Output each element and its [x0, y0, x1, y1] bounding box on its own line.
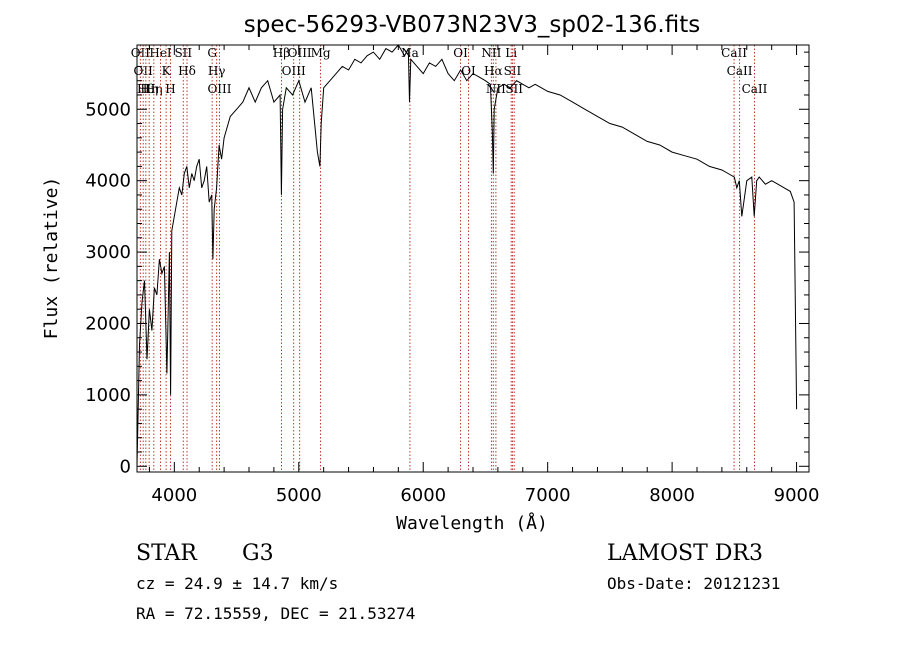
- line-marker-label: Hα: [484, 64, 503, 78]
- line-markers: OIIOIIHθHηHηHeIKHSIIHδGHγOIIIHβOIIIOIIIM…: [131, 45, 768, 472]
- line-marker-label: SII: [504, 64, 522, 78]
- x-tick-label: 4000: [151, 485, 197, 506]
- y-tick-label: 5000: [85, 99, 131, 120]
- x-tick-label: 6000: [400, 485, 446, 506]
- line-marker-label: OI: [453, 46, 468, 60]
- line-marker-label: NII: [486, 82, 506, 96]
- x-axis-ticks: 4000 5000 6000 7000 8000 9000: [148, 45, 820, 506]
- x-tick-label: 7000: [525, 485, 571, 506]
- line-marker-label: Hη: [145, 82, 163, 96]
- line-marker-label: Li: [505, 46, 517, 60]
- line-marker-label: Hδ: [178, 64, 196, 78]
- observation-date: Obs-Date: 20121231: [607, 574, 780, 593]
- y-axis-label: Flux (relative): [41, 177, 62, 340]
- line-marker-label: SII: [505, 82, 523, 96]
- line-marker-label: CaII: [742, 82, 768, 96]
- line-marker-label: Hθ: [137, 82, 155, 96]
- line-marker-label: SII: [174, 46, 192, 60]
- line-marker-label: CaII: [721, 46, 747, 60]
- y-tick-label: 2000: [85, 313, 131, 334]
- x-axis-label: Wavelength (Å): [396, 512, 548, 534]
- y-tick-label: 1000: [85, 385, 131, 406]
- line-marker-label: K: [162, 64, 172, 78]
- object-subclass: G3: [242, 541, 274, 566]
- y-tick-label: 0: [120, 456, 131, 477]
- x-tick-label: 8000: [649, 485, 695, 506]
- line-marker-label: CaII: [727, 64, 753, 78]
- line-marker-label: OIII: [282, 64, 306, 78]
- line-marker-label: HeI: [149, 46, 172, 60]
- line-marker-label: Hη: [140, 82, 158, 96]
- redshift-value: cz = 24.9 ± 14.7 km/s: [136, 574, 338, 593]
- line-marker-label: OII: [131, 46, 151, 60]
- y-axis-ticks: 0 1000 2000 3000 4000 5000: [85, 51, 809, 477]
- chart-title: spec-56293-VB073N23V3_sp02-136.fits: [244, 12, 700, 38]
- coordinates: RA = 72.15559, DEC = 21.53274: [136, 604, 415, 623]
- object-class: STAR: [136, 541, 198, 566]
- line-marker-label: OIII: [207, 82, 231, 96]
- y-tick-label: 4000: [85, 171, 131, 192]
- survey-name: LAMOST DR3: [607, 541, 763, 566]
- line-marker-label: G: [207, 46, 217, 60]
- x-tick-label: 9000: [774, 485, 820, 506]
- line-marker-label: H: [165, 82, 175, 96]
- line-marker-label: Na: [401, 46, 419, 60]
- line-marker-label: NII: [481, 46, 501, 60]
- line-marker-label: OII: [134, 64, 154, 78]
- flux-series-line: [136, 44, 798, 467]
- line-marker-label: Hγ: [208, 64, 226, 78]
- x-tick-label: 5000: [276, 485, 322, 506]
- y-tick-label: 3000: [85, 242, 131, 263]
- line-marker-label: Hβ: [273, 46, 290, 60]
- line-marker-label: Mg: [311, 46, 331, 60]
- plot-frame: [136, 44, 810, 473]
- line-marker-label: OIII: [288, 46, 312, 60]
